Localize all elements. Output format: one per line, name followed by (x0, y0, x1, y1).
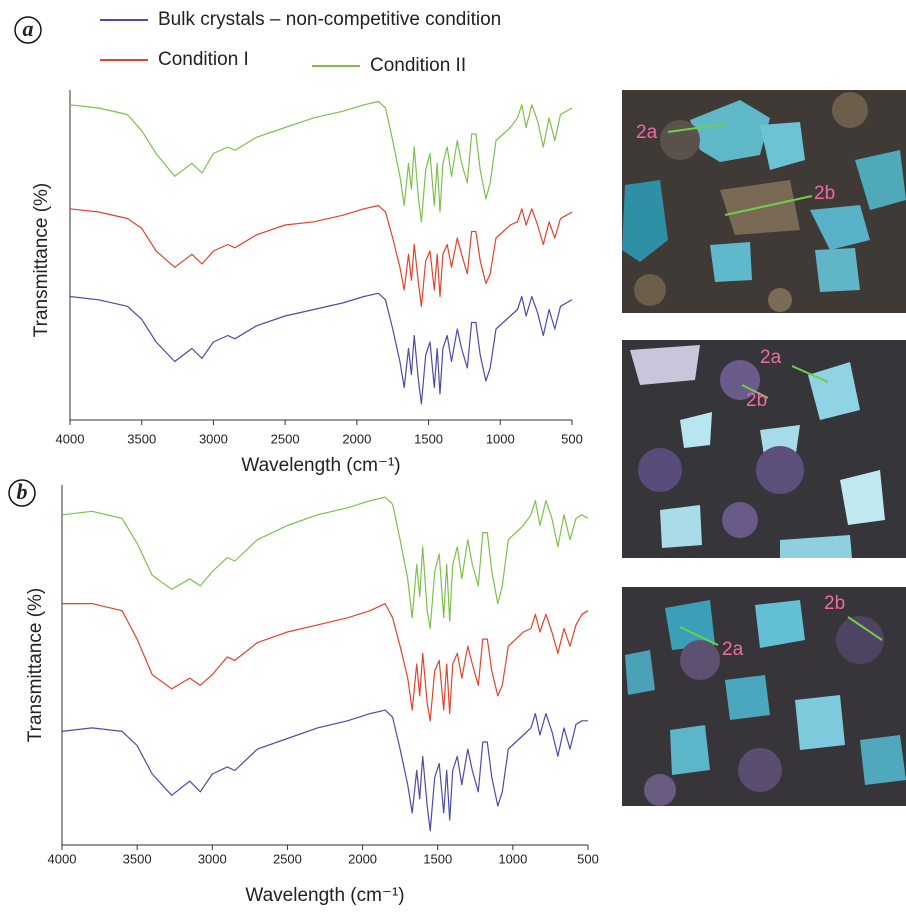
spectrum-line (62, 604, 588, 721)
photo: 2a 2b (622, 340, 906, 558)
legend-label: Bulk crystals – non-competitive conditio… (158, 9, 501, 30)
x-axis-label: Wavelength (cm⁻¹) (241, 455, 400, 476)
spectrum-line (70, 293, 572, 404)
x-tick-label: 1500 (423, 851, 452, 866)
x-tick-label: 2000 (348, 851, 377, 866)
x-tick-label: 1500 (414, 431, 443, 446)
legend-label: Condition II (370, 55, 466, 76)
x-tick-label: 1000 (498, 851, 527, 866)
x-tick-label: 500 (577, 851, 599, 866)
x-tick-label: 2000 (342, 431, 371, 446)
photo-label: 2b (814, 183, 835, 204)
x-tick-label: 3000 (199, 431, 228, 446)
photo-label: 2b (746, 390, 767, 411)
x-axis-label: Wavelength (cm⁻¹) (245, 885, 404, 906)
photo-label: 2a (722, 639, 744, 660)
spectrum-line (62, 497, 588, 628)
spectrum-line (70, 206, 572, 307)
x-tick-label: 500 (561, 431, 583, 446)
x-tick-label: 4000 (56, 431, 85, 446)
legend-label: Condition I (158, 49, 249, 70)
y-axis-label: Transmittance (%) (31, 183, 52, 338)
photo-label: 2a (636, 122, 658, 143)
figure: 2a 2b 2a 2b 2a 2b 4000 3500 3000 2500 2000 15… (0, 0, 906, 911)
x-tick-label: 4000 (48, 851, 77, 866)
x-tick-label: 2500 (271, 431, 300, 446)
y-axis-label: Transmittance (%) (25, 588, 46, 743)
x-tick-label: 3500 (123, 851, 152, 866)
spectrum-line (62, 710, 588, 831)
x-tick-label: 2500 (273, 851, 302, 866)
spectrum-line (70, 102, 572, 222)
photo-label: 2b (824, 593, 845, 614)
photo: 2a 2b (622, 587, 906, 806)
x-tick-label: 1000 (486, 431, 515, 446)
photo-label: 2a (760, 347, 782, 368)
x-tick-label: 3500 (127, 431, 156, 446)
panel-label: a (23, 16, 34, 41)
panel-label: b (17, 479, 28, 504)
photo: 2a 2b (622, 90, 906, 313)
x-tick-label: 3000 (198, 851, 227, 866)
